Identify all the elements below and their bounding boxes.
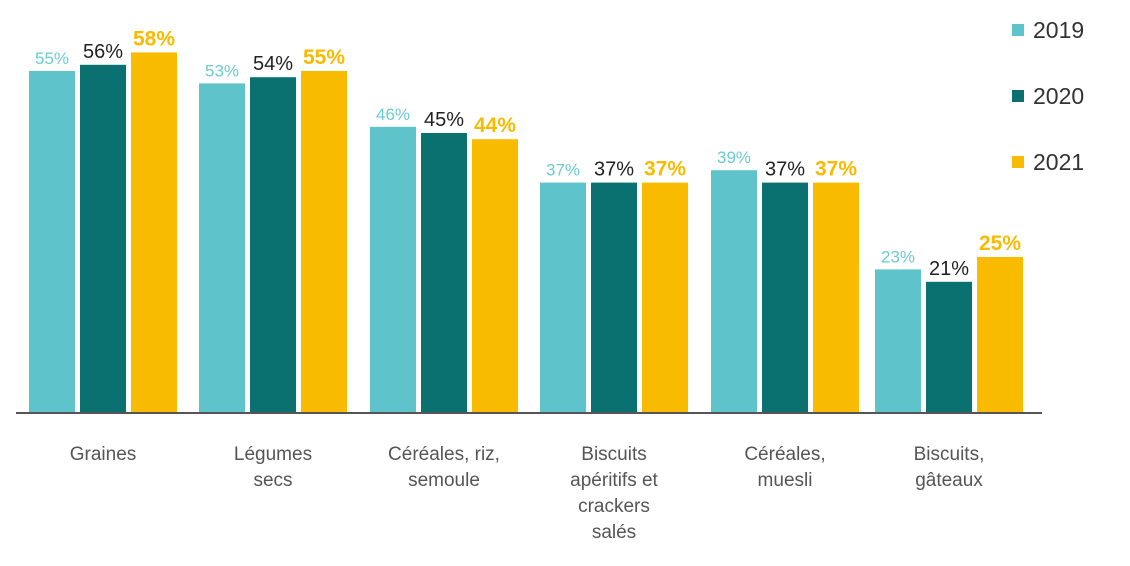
legend-label-2019: 2019: [1033, 16, 1085, 43]
bar: [472, 139, 518, 412]
data-label: 25%: [979, 232, 1021, 255]
legend-swatch-2019: [1012, 24, 1024, 36]
data-label: 46%: [376, 105, 410, 124]
legend-label-2020: 2020: [1033, 82, 1085, 109]
data-label: 23%: [881, 247, 915, 266]
bar: [131, 52, 177, 413]
legend-swatch-2021: [1012, 156, 1024, 168]
data-label: 55%: [303, 46, 345, 69]
data-label: 37%: [765, 159, 805, 181]
legend-item-2021: 2021: [1012, 146, 1084, 178]
bar: [370, 126, 416, 413]
x-tick-label: Biscuits, gâteaux: [914, 444, 985, 491]
x-tick-label: Légumes secs: [234, 444, 312, 491]
bar: [591, 182, 637, 412]
data-label: 37%: [594, 159, 634, 181]
bar: [813, 182, 859, 412]
legend: 2019 2020 2021: [1012, 14, 1084, 212]
bar: [711, 170, 757, 412]
legend-item-2020: 2020: [1012, 80, 1084, 112]
data-label: 37%: [644, 158, 686, 181]
bar: [421, 133, 467, 412]
data-label: 21%: [929, 258, 969, 280]
data-label: 45%: [424, 109, 464, 131]
data-label: 37%: [815, 158, 857, 181]
data-label: 37%: [546, 161, 580, 180]
data-label: 53%: [205, 61, 239, 80]
bar: [875, 269, 921, 412]
legend-swatch-2020: [1012, 90, 1024, 102]
bar: [642, 182, 688, 412]
x-tick-label: Graines: [70, 444, 137, 465]
bar: [80, 64, 126, 413]
bar: [762, 182, 808, 412]
bar: [926, 281, 972, 412]
bar: [29, 71, 75, 412]
legend-item-2019: 2019: [1012, 14, 1084, 46]
data-label: 58%: [133, 27, 175, 50]
x-tick-label: Biscuits apéritifs et crackers salés: [570, 444, 658, 543]
bar: [250, 77, 296, 412]
bar: [977, 257, 1023, 412]
data-label: 56%: [83, 41, 123, 63]
legend-label-2021: 2021: [1033, 148, 1085, 175]
bar: [540, 182, 586, 412]
bar: [301, 71, 347, 412]
data-label: 55%: [35, 49, 69, 68]
x-tick-label: Céréales, muesli: [744, 444, 825, 491]
data-label: 54%: [253, 53, 293, 75]
data-label: 44%: [474, 114, 516, 137]
data-label: 39%: [717, 148, 751, 167]
bar: [199, 83, 245, 413]
x-tick-label: Céréales, riz, semoule: [388, 444, 500, 491]
